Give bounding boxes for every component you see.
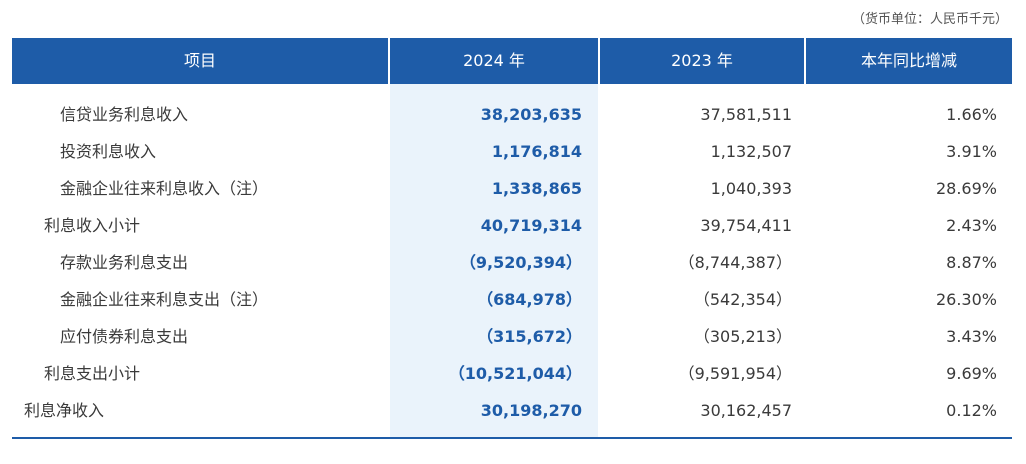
row-item: 利息净收入 [24,401,105,420]
row-item: 利息支出小计 [44,364,141,383]
row-value-2024: 1,176,814 [491,142,582,161]
row-value-2023: 1,040,393 [710,179,792,198]
row-yoy: 2.43% [946,216,997,235]
table-row: 利息净收入 30,198,270 30,162,457 0.12% [12,392,1012,429]
table-body: 信贷业务利息收入 38,203,635 37,581,511 1.66% 投资利… [12,84,1012,438]
header-divider [598,38,600,84]
table-row: 利息支出小计 （10,521,044） （9,591,954） 9.69% [12,355,1012,392]
header-yoy: 本年同比增减 [860,51,957,70]
row-value-2023: 30,162,457 [700,401,792,420]
row-value-2024: 40,719,314 [480,216,582,235]
row-yoy: 8.87% [946,253,997,272]
row-yoy: 26.30% [935,290,997,309]
header-divider [388,38,390,84]
table-row: 应付债券利息支出 （315,672） （305,213） 3.43% [12,318,1012,355]
table-row: 利息收入小计 40,719,314 39,754,411 2.43% [12,207,1012,244]
row-item: 利息收入小计 [44,216,141,235]
row-value-2024: （315,672） [477,327,582,346]
row-yoy: 1.66% [946,105,997,124]
table-header: 项目 2024 年 2023 年 本年同比增减 [12,38,1012,84]
row-value-2024: （684,978） [477,290,582,309]
row-item: 投资利息收入 [60,142,157,161]
row-item: 存款业务利息支出 [60,253,189,272]
row-value-2023: （8,744,387） [678,253,792,272]
row-item: 应付债券利息支出 [60,327,189,346]
row-value-2023: （542,354） [693,290,792,309]
row-yoy: 28.69% [935,179,997,198]
row-item: 金融企业往来利息收入（注） [60,179,269,198]
row-value-2023: 37,581,511 [700,105,792,124]
header-2024: 2024 年 [463,51,525,70]
table-row: 投资利息收入 1,176,814 1,132,507 3.91% [12,133,1012,170]
row-value-2023: 1,132,507 [710,142,792,161]
header-divider [804,38,806,84]
row-value-2023: 39,754,411 [700,216,792,235]
table-row: 存款业务利息支出 （9,520,394） （8,744,387） 8.87% [12,244,1012,281]
row-yoy: 3.43% [946,327,997,346]
currency-unit-note: （货币单位：人民币千元） [851,12,1008,27]
header-2023: 2023 年 [671,51,733,70]
row-yoy: 3.91% [946,142,997,161]
row-value-2024: 30,198,270 [480,401,582,420]
row-yoy: 0.12% [946,401,997,420]
row-yoy: 9.69% [946,364,997,383]
row-item: 信贷业务利息收入 [60,105,189,124]
row-value-2023: （305,213） [693,327,792,346]
row-value-2024: 1,338,865 [491,179,582,198]
interest-income-table: 项目 2024 年 2023 年 本年同比增减 信贷业务利息收入 38,203,… [12,38,1012,439]
row-value-2024: 38,203,635 [480,105,582,124]
row-item: 金融企业往来利息支出（注） [60,290,269,309]
row-value-2023: （9,591,954） [678,364,792,383]
table-row: 信贷业务利息收入 38,203,635 37,581,511 1.66% [12,96,1012,133]
table-bottom-rule [12,437,1012,439]
table-row: 金融企业往来利息支出（注） （684,978） （542,354） 26.30% [12,281,1012,318]
row-value-2024: （9,520,394） [459,253,582,272]
header-item: 项目 [183,51,216,70]
row-value-2024: （10,521,044） [448,364,582,383]
table-row: 金融企业往来利息收入（注） 1,338,865 1,040,393 28.69% [12,170,1012,207]
column-highlight-2024 [390,84,598,438]
